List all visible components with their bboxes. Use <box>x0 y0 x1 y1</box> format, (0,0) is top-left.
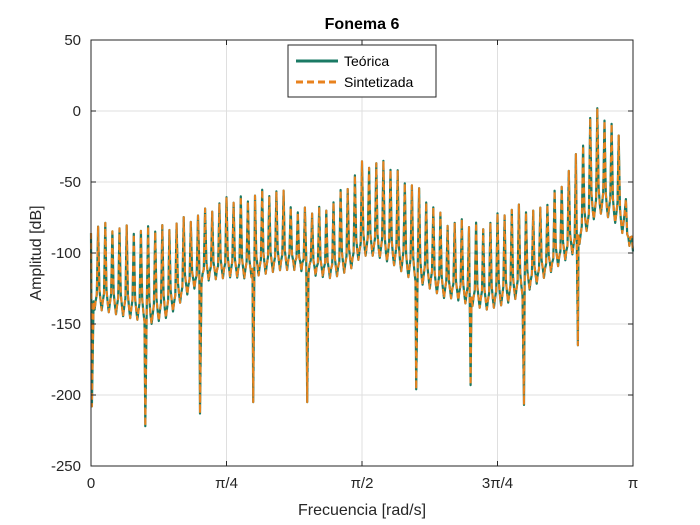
y-tick-label: -200 <box>51 387 81 404</box>
x-tick-label: 0 <box>87 475 95 492</box>
legend-label-teorica: Teórica <box>344 53 389 69</box>
x-tick-label: π/2 <box>351 475 374 492</box>
y-tick-label: -150 <box>51 316 81 333</box>
y-tick-label: -50 <box>59 174 81 191</box>
legend: Teórica Sintetizada <box>287 44 437 98</box>
y-tick-label: 50 <box>64 32 81 49</box>
x-tick-label: π/4 <box>215 475 238 492</box>
series-sintetizada-line <box>90 107 634 428</box>
series-layer <box>89 107 635 428</box>
legend-label-sintetizada: Sintetizada <box>344 74 413 90</box>
x-tick-label: π <box>628 475 638 492</box>
legend-box <box>287 44 437 98</box>
ticks <box>90 39 634 467</box>
y-axis-label: Amplitud [dB] <box>28 205 45 300</box>
x-axis-label: Frecuencia [rad/s] <box>298 502 426 519</box>
x-tick-label: 3π/4 <box>482 475 513 492</box>
tick-labels: 0 π/4 π/2 3π/4 π 50 0 -50 -100 -150 -200 -250 <box>51 32 638 492</box>
y-tick-label: -250 <box>51 458 81 475</box>
chart-title: Fonema 6 <box>325 16 400 33</box>
y-tick-label: 0 <box>73 103 81 120</box>
y-tick-label: -100 <box>51 245 81 262</box>
